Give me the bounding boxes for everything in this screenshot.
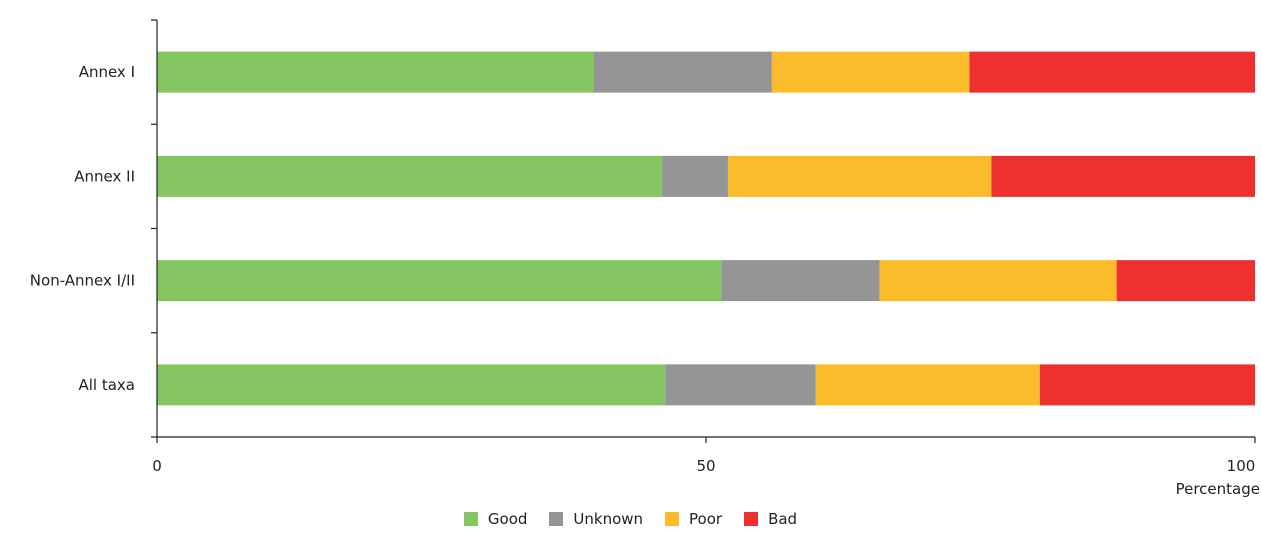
legend-item-poor: Poor	[665, 510, 722, 528]
bar-segment-poor-1	[727, 155, 992, 197]
legend-swatch	[549, 512, 564, 526]
plot-area	[157, 51, 1255, 406]
bar-segment-poor-3	[815, 364, 1040, 406]
category-label: All taxa	[78, 376, 135, 394]
stacked-bar-chart: Annex I Annex II Non-Annex I/II All taxa 0 50…	[30, 19, 1260, 498]
category-label: Annex I	[79, 63, 135, 81]
bar-segment-good-0	[157, 51, 595, 93]
legend-label: Poor	[689, 510, 723, 528]
category-label: Non-Annex I/II	[30, 272, 135, 290]
legend-label: Good	[487, 510, 528, 528]
bar-segment-unknown-1	[662, 155, 728, 197]
bar-segment-unknown-2	[721, 260, 880, 302]
legend-item-good: Good	[463, 510, 528, 528]
x-tick-label: 50	[696, 457, 715, 475]
bar-segment-good-2	[157, 260, 722, 302]
legend-label: Bad	[768, 510, 798, 528]
bar-segment-bad-2	[1116, 260, 1255, 302]
bar-segment-bad-1	[991, 155, 1255, 197]
x-tick-label: 100	[1227, 457, 1256, 475]
bar-segment-unknown-3	[665, 364, 816, 406]
bar-segment-unknown-0	[594, 51, 772, 93]
bar-segment-good-1	[157, 155, 663, 197]
bar-segment-bad-0	[969, 51, 1255, 93]
legend-swatch	[463, 512, 478, 526]
axes: Annex I Annex II Non-Annex I/II All taxa 0 50…	[30, 19, 1260, 498]
bar-segment-poor-0	[771, 51, 970, 93]
category-label: Annex II	[74, 167, 135, 185]
x-axis-title: Percentage	[1176, 480, 1260, 498]
legend-swatch	[665, 512, 680, 526]
bar-segment-poor-2	[879, 260, 1117, 302]
legend-item-unknown: Unknown	[549, 510, 643, 528]
x-tick-label: 0	[152, 457, 162, 475]
legend-label: Unknown	[573, 510, 644, 528]
legend: Good Unknown Poor Bad	[0, 506, 1261, 532]
bar-segment-bad-3	[1039, 364, 1255, 406]
bar-segment-good-3	[157, 364, 666, 406]
legend-swatch	[744, 512, 759, 526]
legend-item-bad: Bad	[744, 510, 797, 528]
